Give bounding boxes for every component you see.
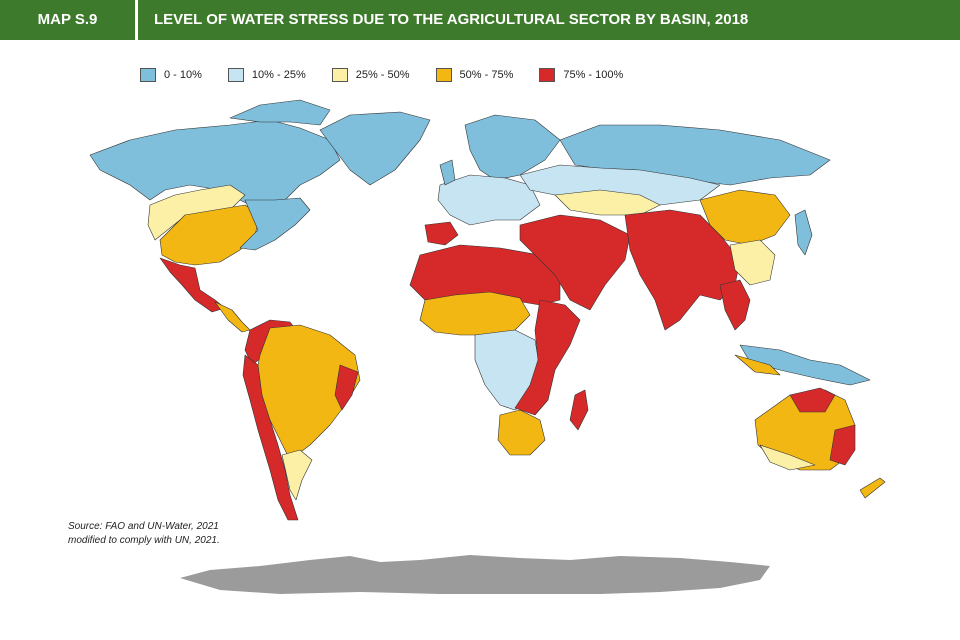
legend-item-1: 10% - 25% — [227, 68, 306, 82]
brazil-east — [334, 364, 359, 411]
iberia — [424, 221, 459, 246]
china-north — [699, 189, 791, 246]
header-divider — [135, 0, 138, 40]
legend-label-0: 0 - 10% — [164, 69, 202, 81]
mexico — [159, 257, 226, 313]
madagascar — [569, 389, 589, 431]
canadian-arctic — [229, 99, 331, 126]
legend-swatch-4 — [539, 68, 556, 82]
legend-label-2: 25% - 50% — [355, 69, 410, 81]
southeast-asia — [719, 279, 751, 331]
southern-africa — [497, 409, 546, 456]
legend-item-4: 75% - 100% — [539, 68, 623, 82]
patagonia — [281, 449, 313, 501]
new-zealand — [859, 477, 886, 499]
legend-item-0: 0 - 10% — [140, 68, 202, 82]
map-title: LEVEL OF WATER STRESS DUE TO THE AGRICUL… — [138, 0, 960, 40]
china-east — [729, 239, 776, 286]
legend: 0 - 10% 10% - 25% 25% - 50% 50% - 75% 75… — [140, 66, 649, 84]
legend-swatch-0 — [140, 68, 156, 82]
legend-item-3: 50% - 75% — [435, 68, 514, 82]
legend-swatch-2 — [331, 68, 348, 82]
australia-southeast — [829, 424, 856, 466]
legend-label-3: 50% - 75% — [459, 69, 514, 81]
legend-label-1: 10% - 25% — [251, 69, 306, 81]
usa-east — [239, 197, 311, 251]
antarctica — [180, 555, 770, 594]
europe-north — [464, 114, 561, 181]
central-asia-north — [554, 189, 661, 216]
legend-swatch-1 — [227, 68, 244, 82]
legend-item-2: 25% - 50% — [331, 68, 410, 82]
legend-label-4: 75% - 100% — [563, 69, 624, 81]
world-map — [89, 99, 886, 594]
source-note: Source: FAO and UN-Water, 2021 modified … — [68, 520, 220, 548]
south-america-west-coast — [242, 354, 299, 521]
europe-central — [437, 174, 541, 226]
sahel — [419, 291, 531, 336]
east-africa — [514, 299, 581, 416]
australia-south — [759, 444, 816, 471]
central-america — [214, 301, 251, 333]
south-asia — [624, 209, 741, 331]
australia-north — [789, 387, 836, 413]
north-america-north — [89, 119, 341, 206]
britain — [439, 159, 456, 186]
source-line-2: modified to comply with UN, 2021. — [68, 535, 220, 546]
header: MAP S.9 LEVEL OF WATER STRESS DUE TO THE… — [0, 0, 960, 40]
greenland — [319, 111, 431, 186]
java — [734, 354, 781, 376]
middle-east — [519, 214, 631, 311]
japan-korea — [794, 209, 813, 256]
map-number-tag: MAP S.9 — [0, 0, 135, 40]
source-line-1: Source: FAO and UN-Water, 2021 — [68, 521, 219, 532]
legend-swatch-3 — [435, 68, 452, 82]
